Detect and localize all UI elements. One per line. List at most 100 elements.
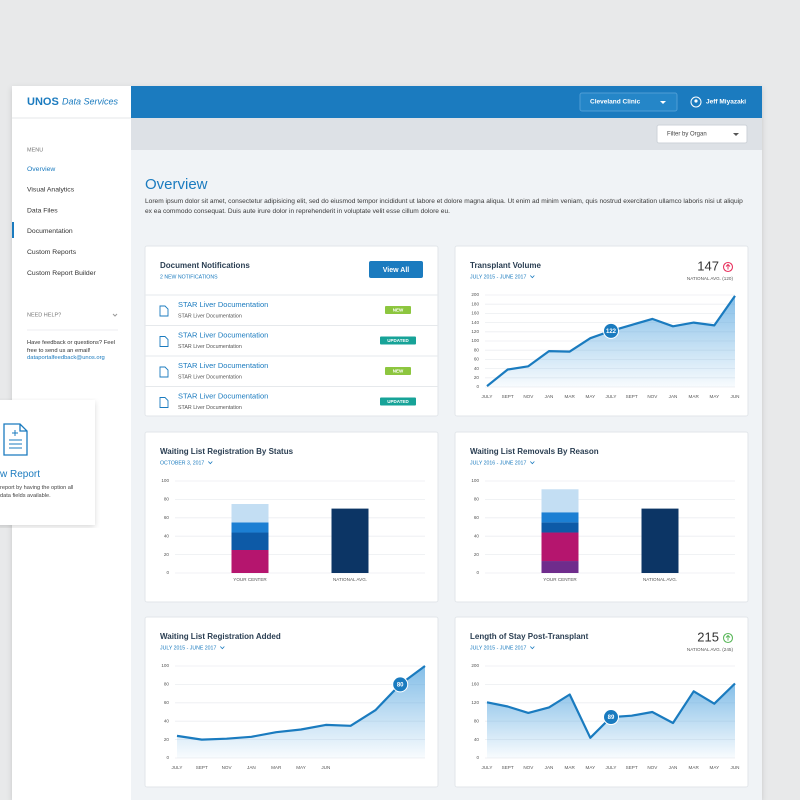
caret (208, 461, 213, 465)
y-tick-label: 80 (474, 497, 480, 502)
badge (380, 336, 416, 345)
card-title: Waiting List Registration By Status (160, 447, 294, 456)
stat-icon (722, 632, 734, 644)
doc-title[interactable]: STAR Liver Documentation (178, 300, 268, 309)
y-tick-label: 100 (161, 478, 169, 483)
y-tick-label: 20 (474, 375, 480, 380)
x-tick-label: NOV (523, 765, 534, 770)
view-all-button[interactable] (369, 261, 423, 278)
doc-title[interactable]: STAR Liver Documentation (178, 361, 268, 370)
doc-title[interactable]: STAR Liver Documentation (178, 391, 268, 400)
card-subtitle: JULY 2016 - JUNE 2017 (470, 460, 526, 466)
nav-item[interactable]: Documentation (27, 228, 73, 235)
x-tick-label: YOUR CENTER (543, 577, 577, 582)
highlight-point (603, 709, 619, 726)
caret (660, 101, 666, 104)
y-tick-label: 40 (474, 533, 480, 538)
x-tick-label: NOV (647, 765, 658, 770)
x-tick-label: MAR (565, 765, 576, 770)
y-tick-label: 100 (161, 663, 169, 668)
highlight-label: 80 (397, 682, 404, 688)
caret (733, 133, 739, 136)
x-tick-label: NATIONAL AVG. (333, 577, 367, 582)
promo-title: w Report (0, 469, 41, 480)
y-tick-label: 0 (166, 755, 169, 760)
y-tick-label: 180 (471, 301, 479, 306)
filter-select[interactable] (656, 124, 748, 144)
filter-label[interactable]: Filter by Organ (667, 132, 707, 138)
doc-icon (159, 305, 169, 317)
x-tick-label: JULY (482, 765, 493, 770)
y-tick-label: 200 (471, 292, 479, 297)
doc-icon (159, 397, 169, 408)
y-tick-label: 40 (474, 737, 480, 742)
x-tick-label: JULY (482, 394, 493, 399)
user-icon-head (694, 99, 698, 103)
card-title: Transplant Volume (470, 261, 542, 270)
badge (385, 306, 411, 314)
badge (385, 367, 411, 375)
doc-icon (159, 366, 169, 378)
bar-segment (331, 508, 369, 573)
promo-text: report by having the option all data fie… (0, 485, 74, 499)
stat-arrow (725, 634, 731, 641)
view-all-label[interactable]: View All (383, 267, 410, 274)
doc-icon-lines (9, 430, 22, 449)
stat-note: NATIONAL AVG. (245) (687, 647, 734, 652)
caret (530, 461, 535, 465)
stat-icon (722, 261, 734, 273)
logo-product: Data Services (62, 96, 119, 106)
doc-detail: STAR Liver Documentation (178, 313, 242, 319)
x-tick-label: MAY (710, 765, 720, 770)
x-tick-label: MAR (689, 394, 700, 399)
caret (220, 646, 225, 650)
x-tick-label: MAR (271, 765, 282, 770)
y-tick-label: 20 (474, 552, 480, 557)
x-tick-label: JUN (321, 765, 330, 770)
x-tick-label: MAY (296, 765, 306, 770)
nav-item[interactable]: Visual Analytics (27, 187, 75, 194)
y-tick-label: 80 (164, 497, 170, 502)
badge-label: UPDATED (387, 399, 409, 404)
user-name[interactable]: Jeff Miyazaki (706, 99, 746, 106)
y-tick-label: 40 (164, 533, 170, 538)
help-email[interactable]: dataportalfeedback@unos.org (27, 355, 105, 361)
area (177, 666, 425, 758)
doc-detail: STAR Liver Documentation (178, 344, 242, 350)
stat-value: 215 (697, 629, 719, 644)
card-subtitle: JULY 2015 - JUNE 2017 (470, 274, 526, 280)
nav-item[interactable]: Custom Report Builder (27, 270, 96, 277)
y-tick-label: 0 (476, 384, 479, 389)
nav-item[interactable]: Custom Reports (27, 249, 77, 256)
card-subtitle: 2 NEW NOTIFICATIONS (160, 274, 218, 280)
y-tick-label: 0 (476, 755, 479, 760)
organization[interactable]: Cleveland Clinic (590, 99, 641, 106)
highlight-label: 122 (606, 329, 617, 335)
doc-title[interactable]: STAR Liver Documentation (178, 330, 268, 339)
promo-layer (0, 400, 95, 525)
nav-item[interactable]: Overview (27, 166, 55, 173)
y-tick-label: 60 (474, 357, 480, 362)
x-tick-label: NOV (222, 765, 233, 770)
intro: Lorem ipsum dolor sit amet, consectetur … (145, 198, 743, 215)
y-tick-label: 20 (164, 552, 170, 557)
bar-segment (231, 550, 269, 573)
caret (530, 646, 535, 650)
x-tick-label: JULY (606, 394, 617, 399)
badge-label: UPDATED (387, 338, 409, 343)
organization-select[interactable] (579, 92, 678, 112)
x-tick-label: SEPT (502, 765, 514, 770)
card-title: Length of Stay Post-Transplant (470, 632, 589, 641)
user-icon[interactable] (690, 96, 702, 108)
y-tick-label: 200 (471, 663, 479, 668)
y-tick-label: 60 (474, 515, 480, 520)
bar-segment (541, 561, 579, 573)
nav-item[interactable]: Data Files (27, 207, 58, 214)
x-tick-label: JAN (669, 765, 678, 770)
bar-segment (541, 512, 579, 523)
x-tick-label: SEPT (626, 394, 638, 399)
doc-detail: STAR Liver Documentation (178, 374, 242, 380)
card-subtitle: JULY 2015 - JUNE 2017 (160, 645, 216, 651)
